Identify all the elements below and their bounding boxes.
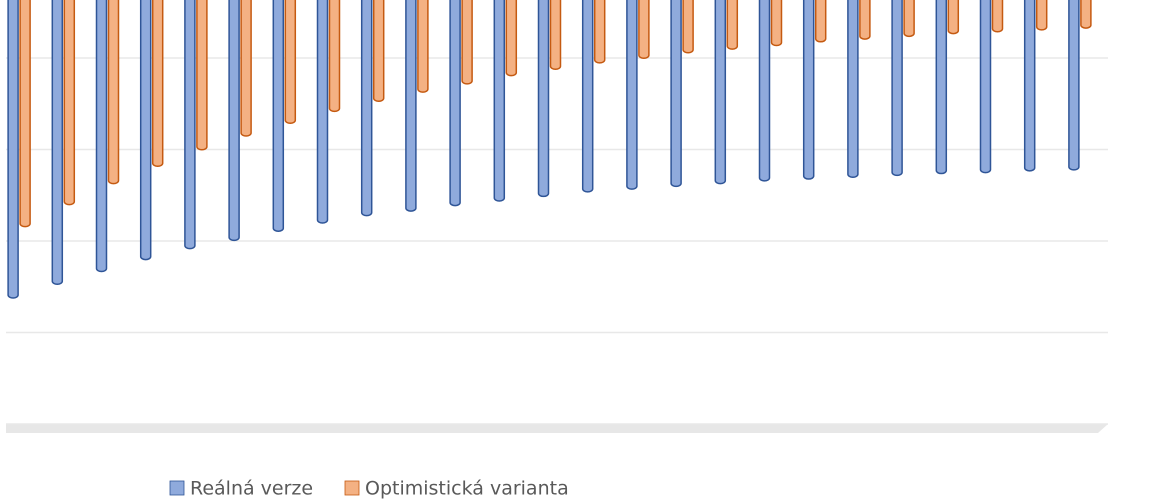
bar [847,0,859,178]
bar [51,0,64,285]
bar [505,0,518,77]
bar [95,0,108,273]
bar [891,0,903,177]
floor [6,424,1108,433]
bar [1080,0,1092,29]
bar [991,0,1004,33]
bar [372,0,385,102]
bar [272,0,285,232]
bar [581,0,594,193]
bar [638,0,650,59]
legend-label: Optimistická varianta [365,478,569,500]
bar [228,0,240,242]
bar [682,0,694,54]
bar [240,0,252,137]
bar [151,0,164,167]
bar [758,0,771,182]
bar [714,0,727,185]
bar [903,0,915,38]
bar [726,0,739,50]
bar [1023,0,1036,172]
bar [979,0,992,174]
bar [139,0,152,261]
bar [935,0,948,175]
legend-swatch [344,480,360,496]
bar [405,0,417,212]
bar [493,0,506,202]
bar [1068,0,1080,171]
bar [461,0,473,85]
bar [449,0,461,207]
bar [859,0,871,40]
bar [284,0,297,124]
bar [196,0,208,151]
bar [670,0,682,188]
bar [537,0,550,198]
bar [947,0,960,35]
bar [802,0,815,180]
bar [316,0,329,224]
bar [1035,0,1048,31]
legend-label: Reálná verze [190,478,313,500]
bar [417,0,429,93]
bar [814,0,827,43]
bar [626,0,638,190]
bar [549,0,562,70]
bar [360,0,373,217]
bar [770,0,783,47]
bar [63,0,76,206]
bar [184,0,196,250]
legend-swatch [169,480,185,496]
bar [593,0,606,64]
bar [107,0,120,185]
bar [7,0,19,299]
bar [19,0,31,228]
bar [328,0,341,113]
